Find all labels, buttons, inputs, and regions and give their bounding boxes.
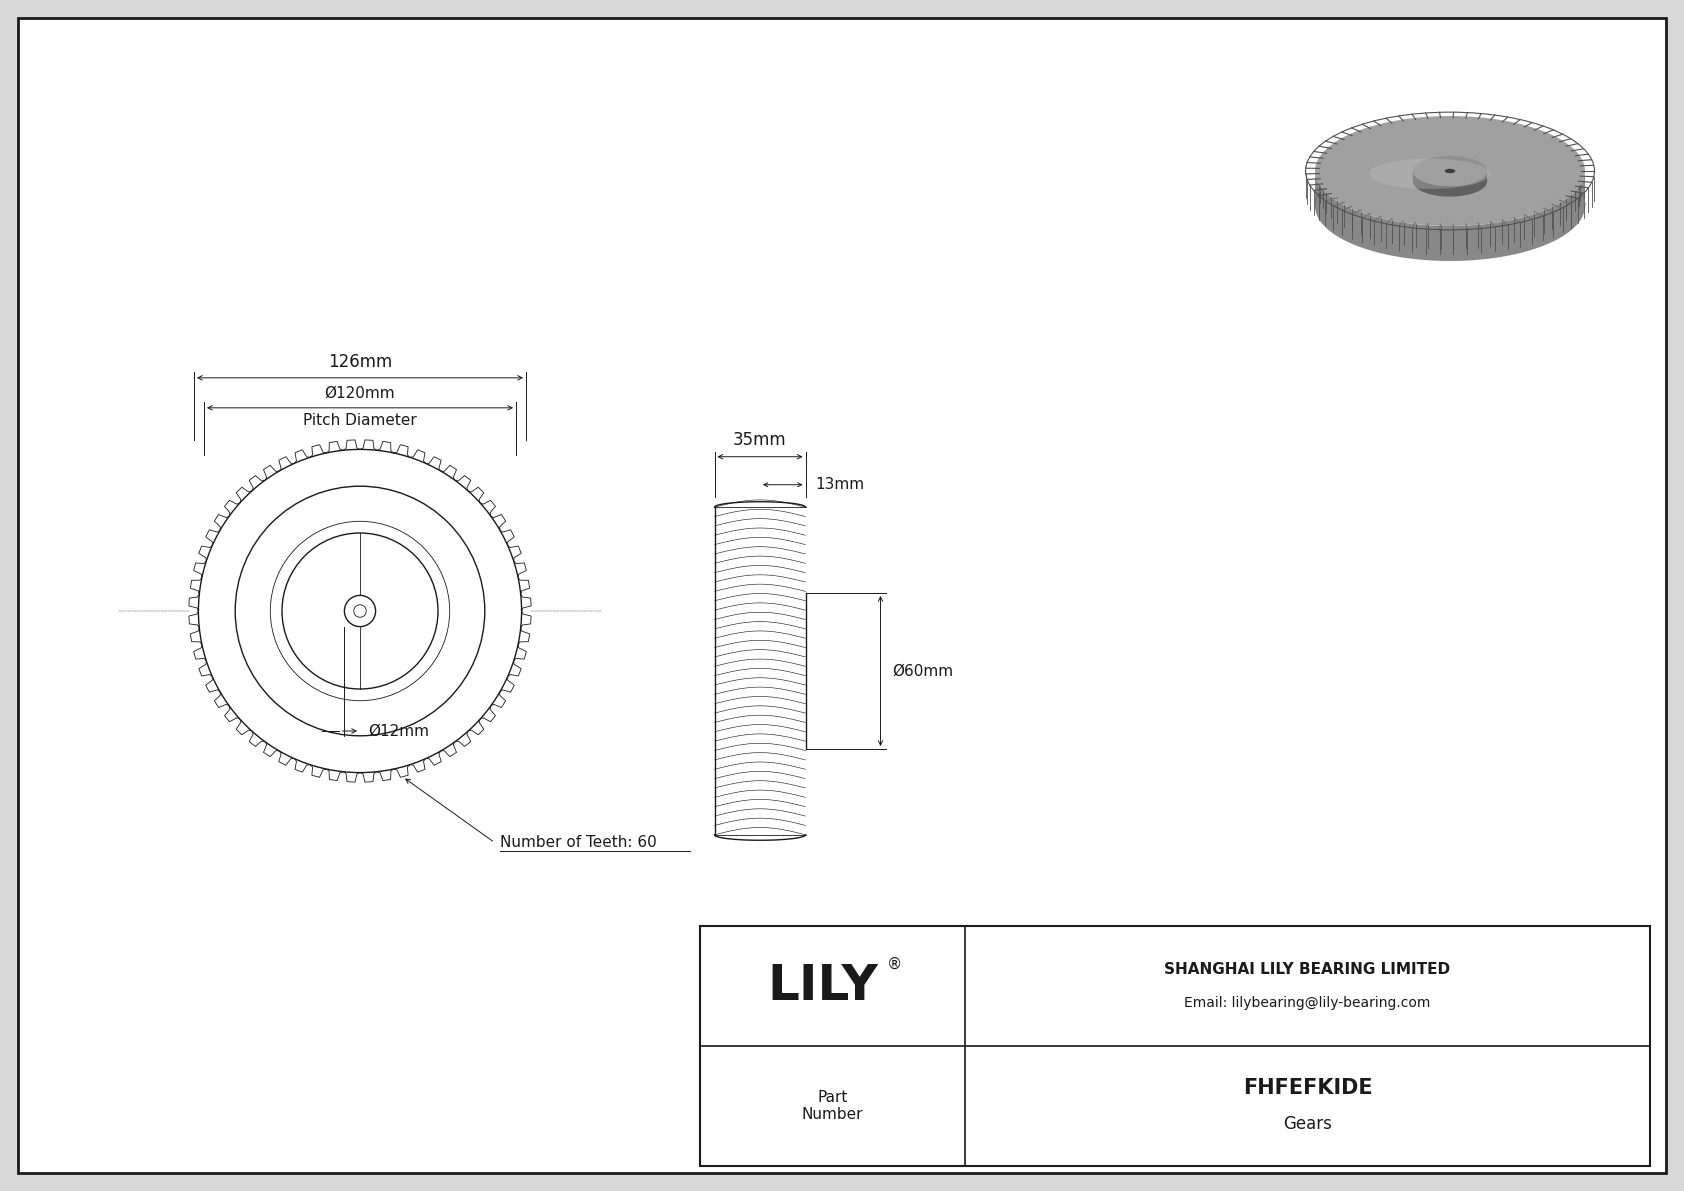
Text: 13mm: 13mm <box>815 478 864 492</box>
Polygon shape <box>1315 172 1585 261</box>
Text: Ø12mm: Ø12mm <box>369 723 429 738</box>
Text: ®: ® <box>887 956 903 972</box>
Bar <box>701 925 1650 1166</box>
Text: LILY: LILY <box>768 962 877 1010</box>
Text: Pitch Diameter: Pitch Diameter <box>303 413 418 428</box>
Text: Gears: Gears <box>1283 1115 1332 1133</box>
Text: FHFEFKIDE: FHFEFKIDE <box>1243 1078 1372 1098</box>
Text: SHANGHAI LILY BEARING LIMITED: SHANGHAI LILY BEARING LIMITED <box>1164 961 1450 977</box>
Text: Part
Number: Part Number <box>802 1090 864 1122</box>
Ellipse shape <box>1315 116 1585 226</box>
Ellipse shape <box>1369 158 1490 189</box>
Text: Ø120mm: Ø120mm <box>325 386 396 401</box>
Polygon shape <box>1413 172 1487 197</box>
Text: 126mm: 126mm <box>328 353 392 370</box>
Text: Email: lilybearing@lily-bearing.com: Email: lilybearing@lily-bearing.com <box>1184 996 1431 1010</box>
Text: 35mm: 35mm <box>733 431 786 449</box>
Ellipse shape <box>1413 156 1487 186</box>
Text: Ø60mm: Ø60mm <box>893 663 953 679</box>
Text: Number of Teeth: 60: Number of Teeth: 60 <box>500 835 657 850</box>
Ellipse shape <box>1445 169 1455 173</box>
